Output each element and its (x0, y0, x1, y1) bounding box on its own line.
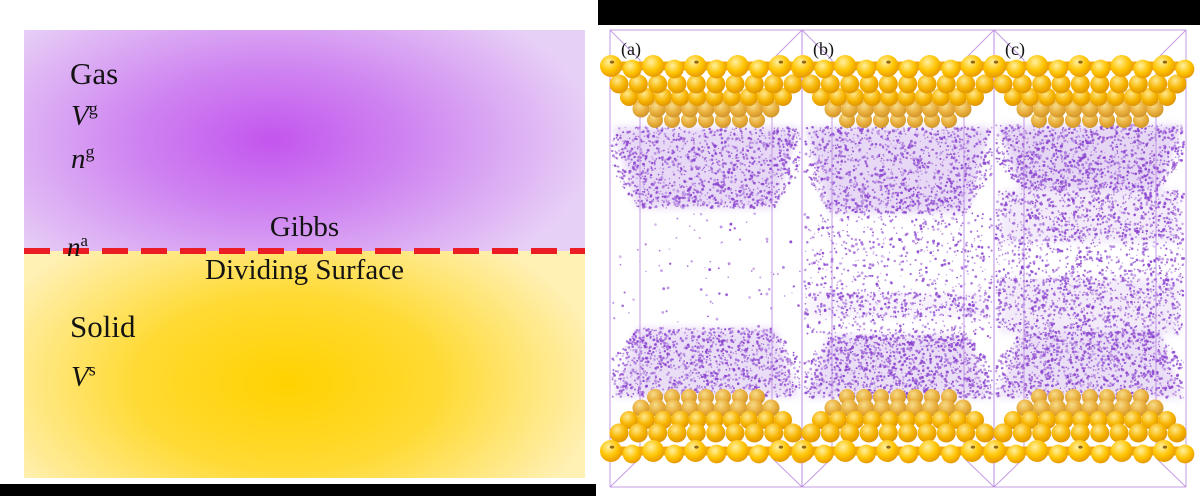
subpanel-label-a: (a) (621, 39, 641, 60)
solid-volume-label: Vs (71, 359, 96, 393)
particle-cloud (610, 125, 802, 399)
simulation-snapshots-figure: (a) (b) (c) (598, 0, 1200, 496)
simulation-box-c: (c) (984, 29, 1195, 488)
gibbs-schematic-panel: Gas Vg ng na Gibbs Dividing Surface Soli… (24, 30, 585, 478)
gibbs-dividing-line (24, 248, 585, 254)
simulation-box-a: (a) (600, 29, 811, 488)
simulation-box-b: (b) (792, 29, 1003, 488)
gibbs-label-line2: Dividing Surface (205, 254, 404, 286)
top-black-bar (598, 0, 1200, 25)
subpanel-label-c: (c) (1005, 39, 1025, 60)
solid-region (24, 251, 585, 478)
gold-slab-bottom (600, 389, 811, 464)
adsorbed-moles-label: na (67, 231, 88, 262)
simulation-box-outline (993, 29, 1187, 488)
gold-slab-top (792, 55, 1003, 128)
gas-volume-label: Vg (71, 98, 98, 132)
particle-cloud (803, 125, 994, 400)
simulation-svg: (a) (b) (c) (600, 29, 1195, 488)
gas-moles-label: ng (71, 141, 95, 175)
solid-label: Solid (70, 309, 136, 344)
subpanel-label-b: (b) (813, 39, 834, 60)
gold-slab-bottom (792, 389, 1003, 464)
gibbs-schematic-figure: Gas Vg ng na Gibbs Dividing Surface Soli… (0, 0, 598, 496)
gas-region (24, 30, 585, 251)
gold-slab-bottom (984, 389, 1195, 464)
gibbs-label-line1: Gibbs (269, 211, 340, 243)
particle-cloud (994, 123, 1186, 400)
gold-slab-top (984, 55, 1195, 128)
gold-slab-top (600, 55, 811, 128)
gas-label: Gas (70, 56, 119, 91)
bottom-black-bar (0, 484, 596, 496)
